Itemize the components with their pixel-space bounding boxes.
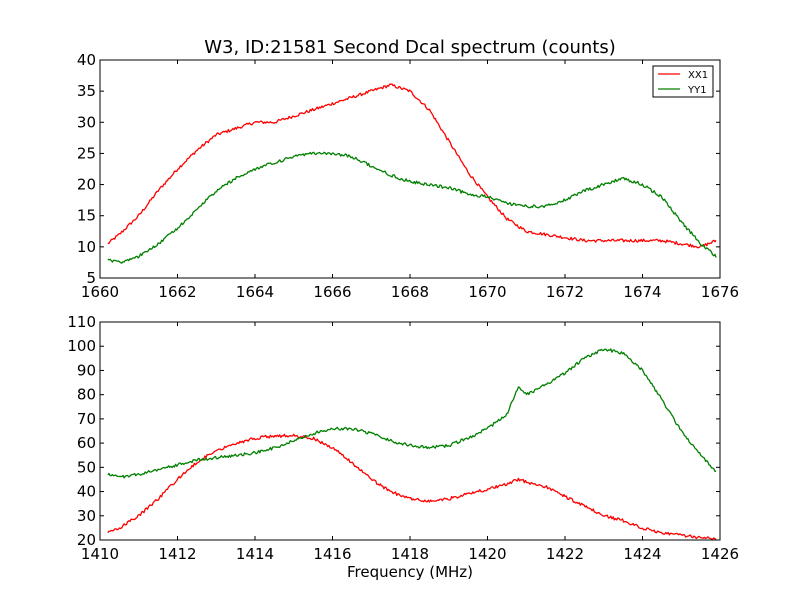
x-tick-label-1-6: 1422 [546, 545, 584, 563]
top-spectrum-panel: 1660 1662 1664 1666 1668 1670 1672 1674 1676 5 10 1… [77, 51, 739, 301]
x-tick-label-0-2: 1664 [236, 283, 274, 301]
y-tick-label-0-5: 30 [77, 113, 96, 131]
x-tick-label-1-7: 1424 [623, 545, 661, 563]
x-tick-label-0-6: 1672 [546, 283, 584, 301]
bottom-spectrum-panel: 1410 1412 1414 1416 1418 1420 1422 1424 1426 20 30… [67, 313, 739, 563]
series-line-xx1-panel-0 [107, 83, 717, 249]
y-tick-label-0-4: 25 [77, 144, 96, 162]
y-tick-label-1-5: 70 [77, 410, 96, 428]
legend-label-xx1: XX1 [688, 70, 708, 81]
x-axis-label: Frequency (MHz) [347, 563, 473, 581]
x-tick-label-1-2: 1414 [236, 545, 274, 563]
legend-box [652, 65, 714, 98]
x-tick-label-1-8: 1426 [701, 545, 739, 563]
x-tick-label-0-3: 1666 [313, 283, 351, 301]
chart-title: W3, ID:21581 Second Dcal spectrum (count… [204, 37, 616, 58]
x-tick-label-0-0: 1660 [81, 283, 119, 301]
y-tick-label-0-3: 20 [77, 176, 96, 194]
y-tick-label-0-7: 40 [77, 51, 96, 69]
y-tick-label-1-7: 90 [77, 361, 96, 379]
series-line-yy1-panel-0 [107, 151, 717, 264]
x-tick-label-0-1: 1662 [158, 283, 196, 301]
legend-label-yy1: YY1 [687, 85, 707, 96]
y-tick-label-1-2: 40 [77, 483, 96, 501]
y-tick-label-0-6: 35 [77, 82, 96, 100]
y-tick-label-1-0: 20 [77, 531, 96, 549]
x-tick-label-0-4: 1668 [391, 283, 429, 301]
x-tick-label-0-8: 1676 [701, 283, 739, 301]
x-tick-label-1-0: 1410 [81, 545, 119, 563]
x-tick-label-1-1: 1412 [158, 545, 196, 563]
x-tick-label-1-4: 1418 [391, 545, 429, 563]
x-tick-label-1-3: 1416 [313, 545, 351, 563]
y-tick-label-1-1: 30 [77, 507, 96, 525]
x-tick-label-0-7: 1674 [623, 283, 661, 301]
series-line-red-panel-1 [107, 433, 717, 540]
y-tick-label-1-9: 110 [67, 313, 96, 331]
series-line-green-panel-1 [107, 348, 717, 479]
y-tick-label-1-6: 80 [77, 386, 96, 404]
y-tick-label-0-0: 5 [86, 269, 96, 287]
legend: XX1 YY1 [652, 65, 714, 98]
y-tick-label-1-8: 100 [67, 337, 96, 355]
y-tick-label-1-4: 60 [77, 434, 96, 452]
x-tick-label-0-5: 1670 [468, 283, 506, 301]
x-tick-label-1-5: 1420 [468, 545, 506, 563]
y-tick-label-1-3: 50 [77, 458, 96, 476]
y-tick-label-0-2: 15 [77, 207, 96, 225]
y-tick-label-0-1: 10 [77, 238, 96, 256]
